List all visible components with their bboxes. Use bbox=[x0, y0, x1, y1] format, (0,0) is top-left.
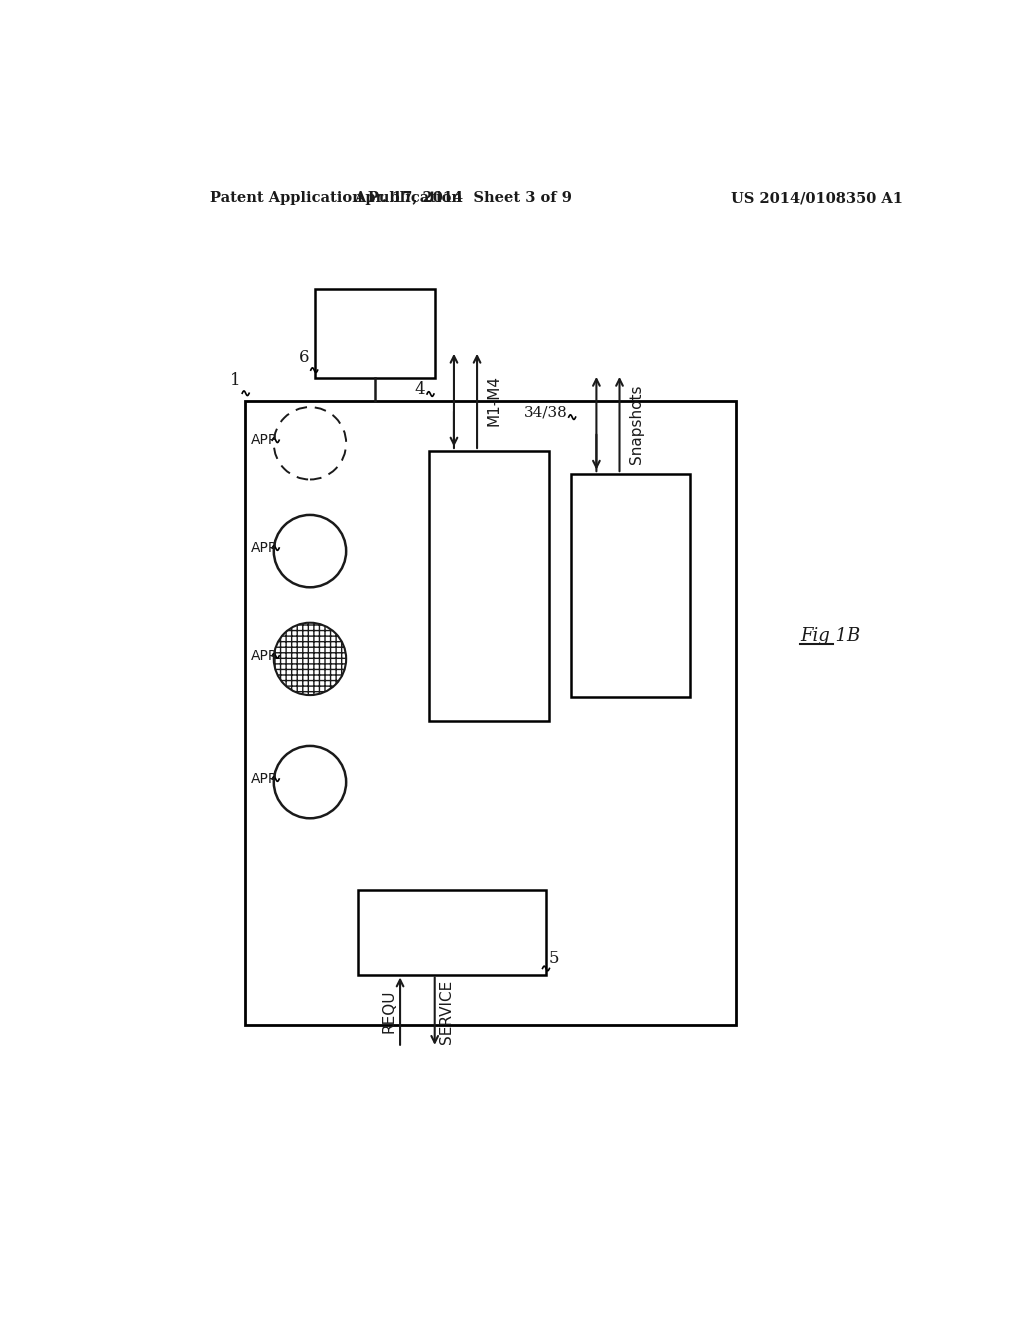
Bar bbox=[315, 289, 435, 378]
Text: US 2014/0108350 A1: US 2014/0108350 A1 bbox=[731, 191, 903, 206]
Text: 4: 4 bbox=[415, 381, 425, 397]
Bar bbox=[571, 474, 690, 697]
Text: APP: APP bbox=[251, 772, 276, 785]
Bar bbox=[245, 401, 736, 1024]
Text: Apr. 17, 2014  Sheet 3 of 9: Apr. 17, 2014 Sheet 3 of 9 bbox=[354, 191, 572, 206]
Text: M1-M4: M1-M4 bbox=[486, 375, 502, 426]
Bar bbox=[429, 451, 549, 721]
Text: SERVICE: SERVICE bbox=[439, 979, 455, 1044]
Text: Fig 1B: Fig 1B bbox=[801, 627, 861, 644]
Text: APP: APP bbox=[251, 541, 276, 554]
Text: 34/38: 34/38 bbox=[523, 405, 567, 420]
Bar bbox=[357, 890, 547, 974]
Circle shape bbox=[273, 623, 346, 696]
Text: APP: APP bbox=[251, 433, 276, 447]
Text: REQU: REQU bbox=[382, 990, 397, 1034]
Text: Snapshots: Snapshots bbox=[629, 384, 644, 463]
Text: 6: 6 bbox=[299, 350, 309, 367]
Text: 1: 1 bbox=[230, 372, 241, 389]
Text: Patent Application Publication: Patent Application Publication bbox=[210, 191, 462, 206]
Text: APP: APP bbox=[251, 649, 276, 663]
Text: 5: 5 bbox=[549, 950, 559, 966]
